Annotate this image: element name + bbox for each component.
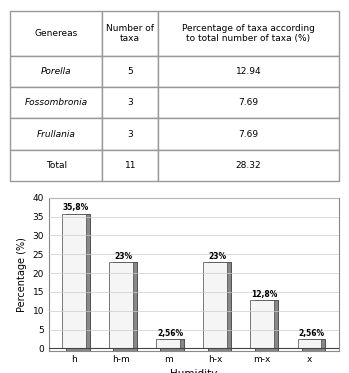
Text: 2,56%: 2,56%: [157, 329, 183, 338]
Bar: [302, 339, 325, 351]
Bar: [113, 262, 137, 351]
Bar: [208, 262, 231, 351]
Text: 2,56%: 2,56%: [298, 329, 325, 338]
Bar: [255, 300, 278, 351]
Text: 23%: 23%: [208, 252, 226, 261]
Bar: [66, 213, 90, 351]
Bar: [156, 339, 180, 348]
Bar: [302, 339, 325, 351]
Text: 35,8%: 35,8%: [63, 203, 89, 212]
Bar: [203, 262, 227, 348]
Bar: [113, 262, 137, 351]
Text: 23%: 23%: [114, 252, 132, 261]
Bar: [66, 213, 90, 351]
Bar: [251, 300, 274, 348]
Bar: [298, 339, 321, 348]
Bar: [161, 339, 184, 351]
Bar: [208, 262, 231, 351]
Y-axis label: Percentage (%): Percentage (%): [17, 237, 27, 311]
Bar: [62, 213, 86, 348]
Bar: [109, 262, 133, 348]
Bar: [161, 339, 184, 351]
Bar: [255, 300, 278, 351]
X-axis label: Humidity: Humidity: [170, 369, 217, 373]
Text: 12,8%: 12,8%: [251, 290, 277, 299]
